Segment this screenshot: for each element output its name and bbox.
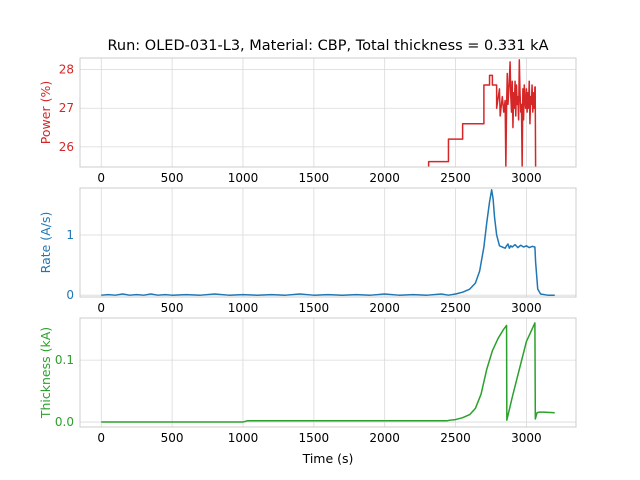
rate-axes-frame xyxy=(79,187,577,298)
rate-x-tick-label: 500 xyxy=(161,301,184,315)
rate-y-axis-label: Rate (A/s) xyxy=(38,212,53,274)
thickness-axes-frame xyxy=(79,317,577,428)
rate-x-tick-label: 2500 xyxy=(440,301,471,315)
thickness-y-tick-label: 0.0 xyxy=(55,415,74,429)
power-y-tick-label: 26 xyxy=(59,140,74,154)
power-series-line xyxy=(427,59,537,167)
rate-x-tick-label: 1000 xyxy=(228,301,259,315)
thickness-series-line xyxy=(101,322,555,423)
thickness-x-tick-label: 0 xyxy=(97,431,105,445)
power-x-tick-label: 1500 xyxy=(299,171,330,185)
power-panel: 0 500 1000 1500 2000 2500 3000 26 27 28 Power (%) xyxy=(38,57,577,185)
power-y-axis-label: Power (%) xyxy=(38,81,53,144)
thickness-x-tick-label: 2000 xyxy=(369,431,400,445)
rate-y-tick-label: 1 xyxy=(66,228,74,242)
thickness-x-tick-label: 1500 xyxy=(299,431,330,445)
rate-series-line xyxy=(101,189,555,296)
rate-x-tick-label: 1500 xyxy=(299,301,330,315)
thickness-y-tick-label: 0.1 xyxy=(55,353,74,367)
thickness-x-tick-label: 500 xyxy=(161,431,184,445)
power-y-tick-label: 28 xyxy=(59,63,74,77)
power-x-tick-label: 1000 xyxy=(228,171,259,185)
chart-title: Run: OLED-031-L3, Material: CBP, Total t… xyxy=(108,38,549,54)
power-x-tick-label: 3000 xyxy=(511,171,542,185)
rate-y-tick-label: 0 xyxy=(66,288,74,302)
rate-x-tick-label: 3000 xyxy=(511,301,542,315)
power-x-tick-label: 2500 xyxy=(440,171,471,185)
power-x-tick-label: 2000 xyxy=(369,171,400,185)
rate-panel: 0 500 1000 1500 2000 2500 3000 0 1 Rate (A/s) xyxy=(38,187,577,315)
power-x-tick-label: 500 xyxy=(161,171,184,185)
rate-x-tick-label: 2000 xyxy=(369,301,400,315)
thickness-x-tick-label: 1000 xyxy=(228,431,259,445)
power-y-tick-label: 27 xyxy=(59,101,74,115)
x-axis-label: Time (s) xyxy=(302,451,354,466)
rate-x-tick-label: 0 xyxy=(97,301,105,315)
thickness-y-axis-label: Thickness (kA) xyxy=(38,327,53,419)
power-axes-frame xyxy=(79,57,577,168)
thickness-panel: 0 500 1000 1500 2000 2500 3000 0.0 0.1Thickness … xyxy=(38,317,577,445)
thickness-x-tick-label: 3000 xyxy=(511,431,542,445)
power-x-tick-label: 0 xyxy=(97,171,105,185)
thickness-x-tick-label: 2500 xyxy=(440,431,471,445)
